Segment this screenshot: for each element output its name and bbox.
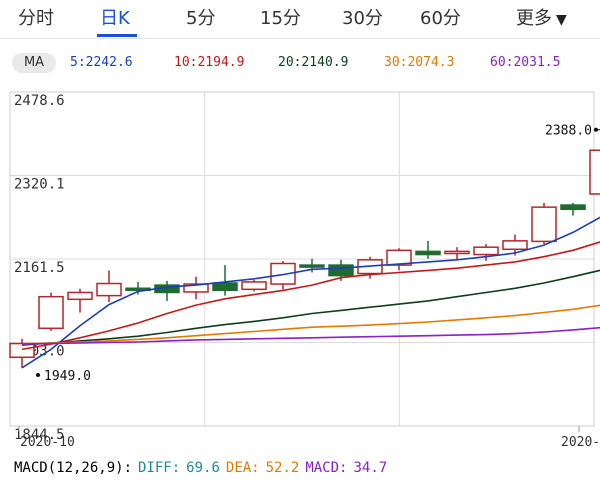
tab-5min[interactable]: 5分 (186, 8, 216, 29)
candle-body (270, 262, 296, 285)
tab-intraday[interactable]: 分时 (18, 8, 54, 29)
candle-body (473, 246, 499, 256)
macd-diff-label: DIFF: (138, 460, 181, 476)
ma60-value: 60:2031.5 (490, 55, 561, 70)
candle-body (67, 291, 93, 301)
macd-legend: MACD(12,26,9): DIFF: 69.6 DEA: 52.2 MACD: 34.7 (14, 460, 600, 480)
candle-body (560, 204, 586, 211)
high-label: 2388.0 (545, 124, 592, 139)
candle-body (589, 149, 600, 195)
x-tick-label: 2020-11 (561, 435, 600, 450)
tab-daily-k[interactable]: 日K (100, 8, 130, 29)
period-tabs: 分时 日K 5分 15分 30分 60分 更多 ▼ (0, 0, 600, 39)
tab-60min[interactable]: 60分 (420, 8, 461, 29)
more-menu-button[interactable]: 更多 ▼ (516, 4, 567, 34)
plot-frame (9, 91, 595, 427)
ma30-line (21, 304, 600, 345)
kline-chart[interactable]: 2478.62320.12161.52003.01844.52388.01949… (0, 78, 600, 460)
candle-body (9, 342, 35, 359)
candle-body (96, 282, 122, 297)
candle-body (415, 250, 441, 256)
ma10-value: 10:2194.9 (174, 55, 245, 70)
ma-badge-button[interactable]: MA (12, 53, 56, 73)
candle-body (38, 295, 64, 330)
y-tick-label: 2320.1 (14, 176, 65, 192)
candle-body (183, 283, 209, 293)
tab-30min[interactable]: 30分 (342, 8, 383, 29)
active-tab-indicator (97, 34, 137, 37)
caret-down-icon: ▼ (556, 12, 567, 28)
candle-body (531, 206, 557, 243)
ma-legend: MA 5:2242.6 10:2194.9 20:2140.9 30:2074.… (0, 52, 600, 74)
ma5-value: 5:2242.6 (70, 55, 133, 70)
y-tick-label: 2478.6 (14, 93, 65, 109)
low-marker (36, 372, 40, 377)
candle-body (502, 240, 528, 251)
x-tick-label: 2020-10 (20, 435, 75, 450)
macd-macd-value: 34.7 (353, 460, 388, 476)
candle-body (444, 250, 470, 255)
candle-body (328, 264, 354, 277)
ma5-line (21, 216, 600, 369)
candle-body (241, 281, 267, 291)
candle-body (212, 282, 238, 292)
more-label: 更多 (516, 8, 552, 29)
macd-dea-label: DEA: (225, 460, 260, 476)
macd-params-label: MACD(12,26,9): (14, 460, 133, 476)
macd-diff-value: 69.6 (186, 460, 220, 476)
candle-body (299, 264, 325, 268)
y-tick-label: 1844.5 (14, 427, 65, 443)
macd-macd-label: MACD: (305, 460, 348, 476)
ma20-line (21, 269, 600, 346)
low-label: 1949.0 (44, 369, 91, 384)
ma20-value: 20:2140.9 (278, 55, 349, 70)
y-tick-label: 2161.5 (14, 260, 65, 276)
ma60-line (21, 326, 600, 345)
ma10-line (21, 241, 600, 351)
tab-15min[interactable]: 15分 (260, 8, 301, 29)
ma30-value: 30:2074.3 (384, 55, 455, 70)
macd-dea-value: 52.2 (265, 460, 300, 476)
candle-body (386, 249, 412, 266)
